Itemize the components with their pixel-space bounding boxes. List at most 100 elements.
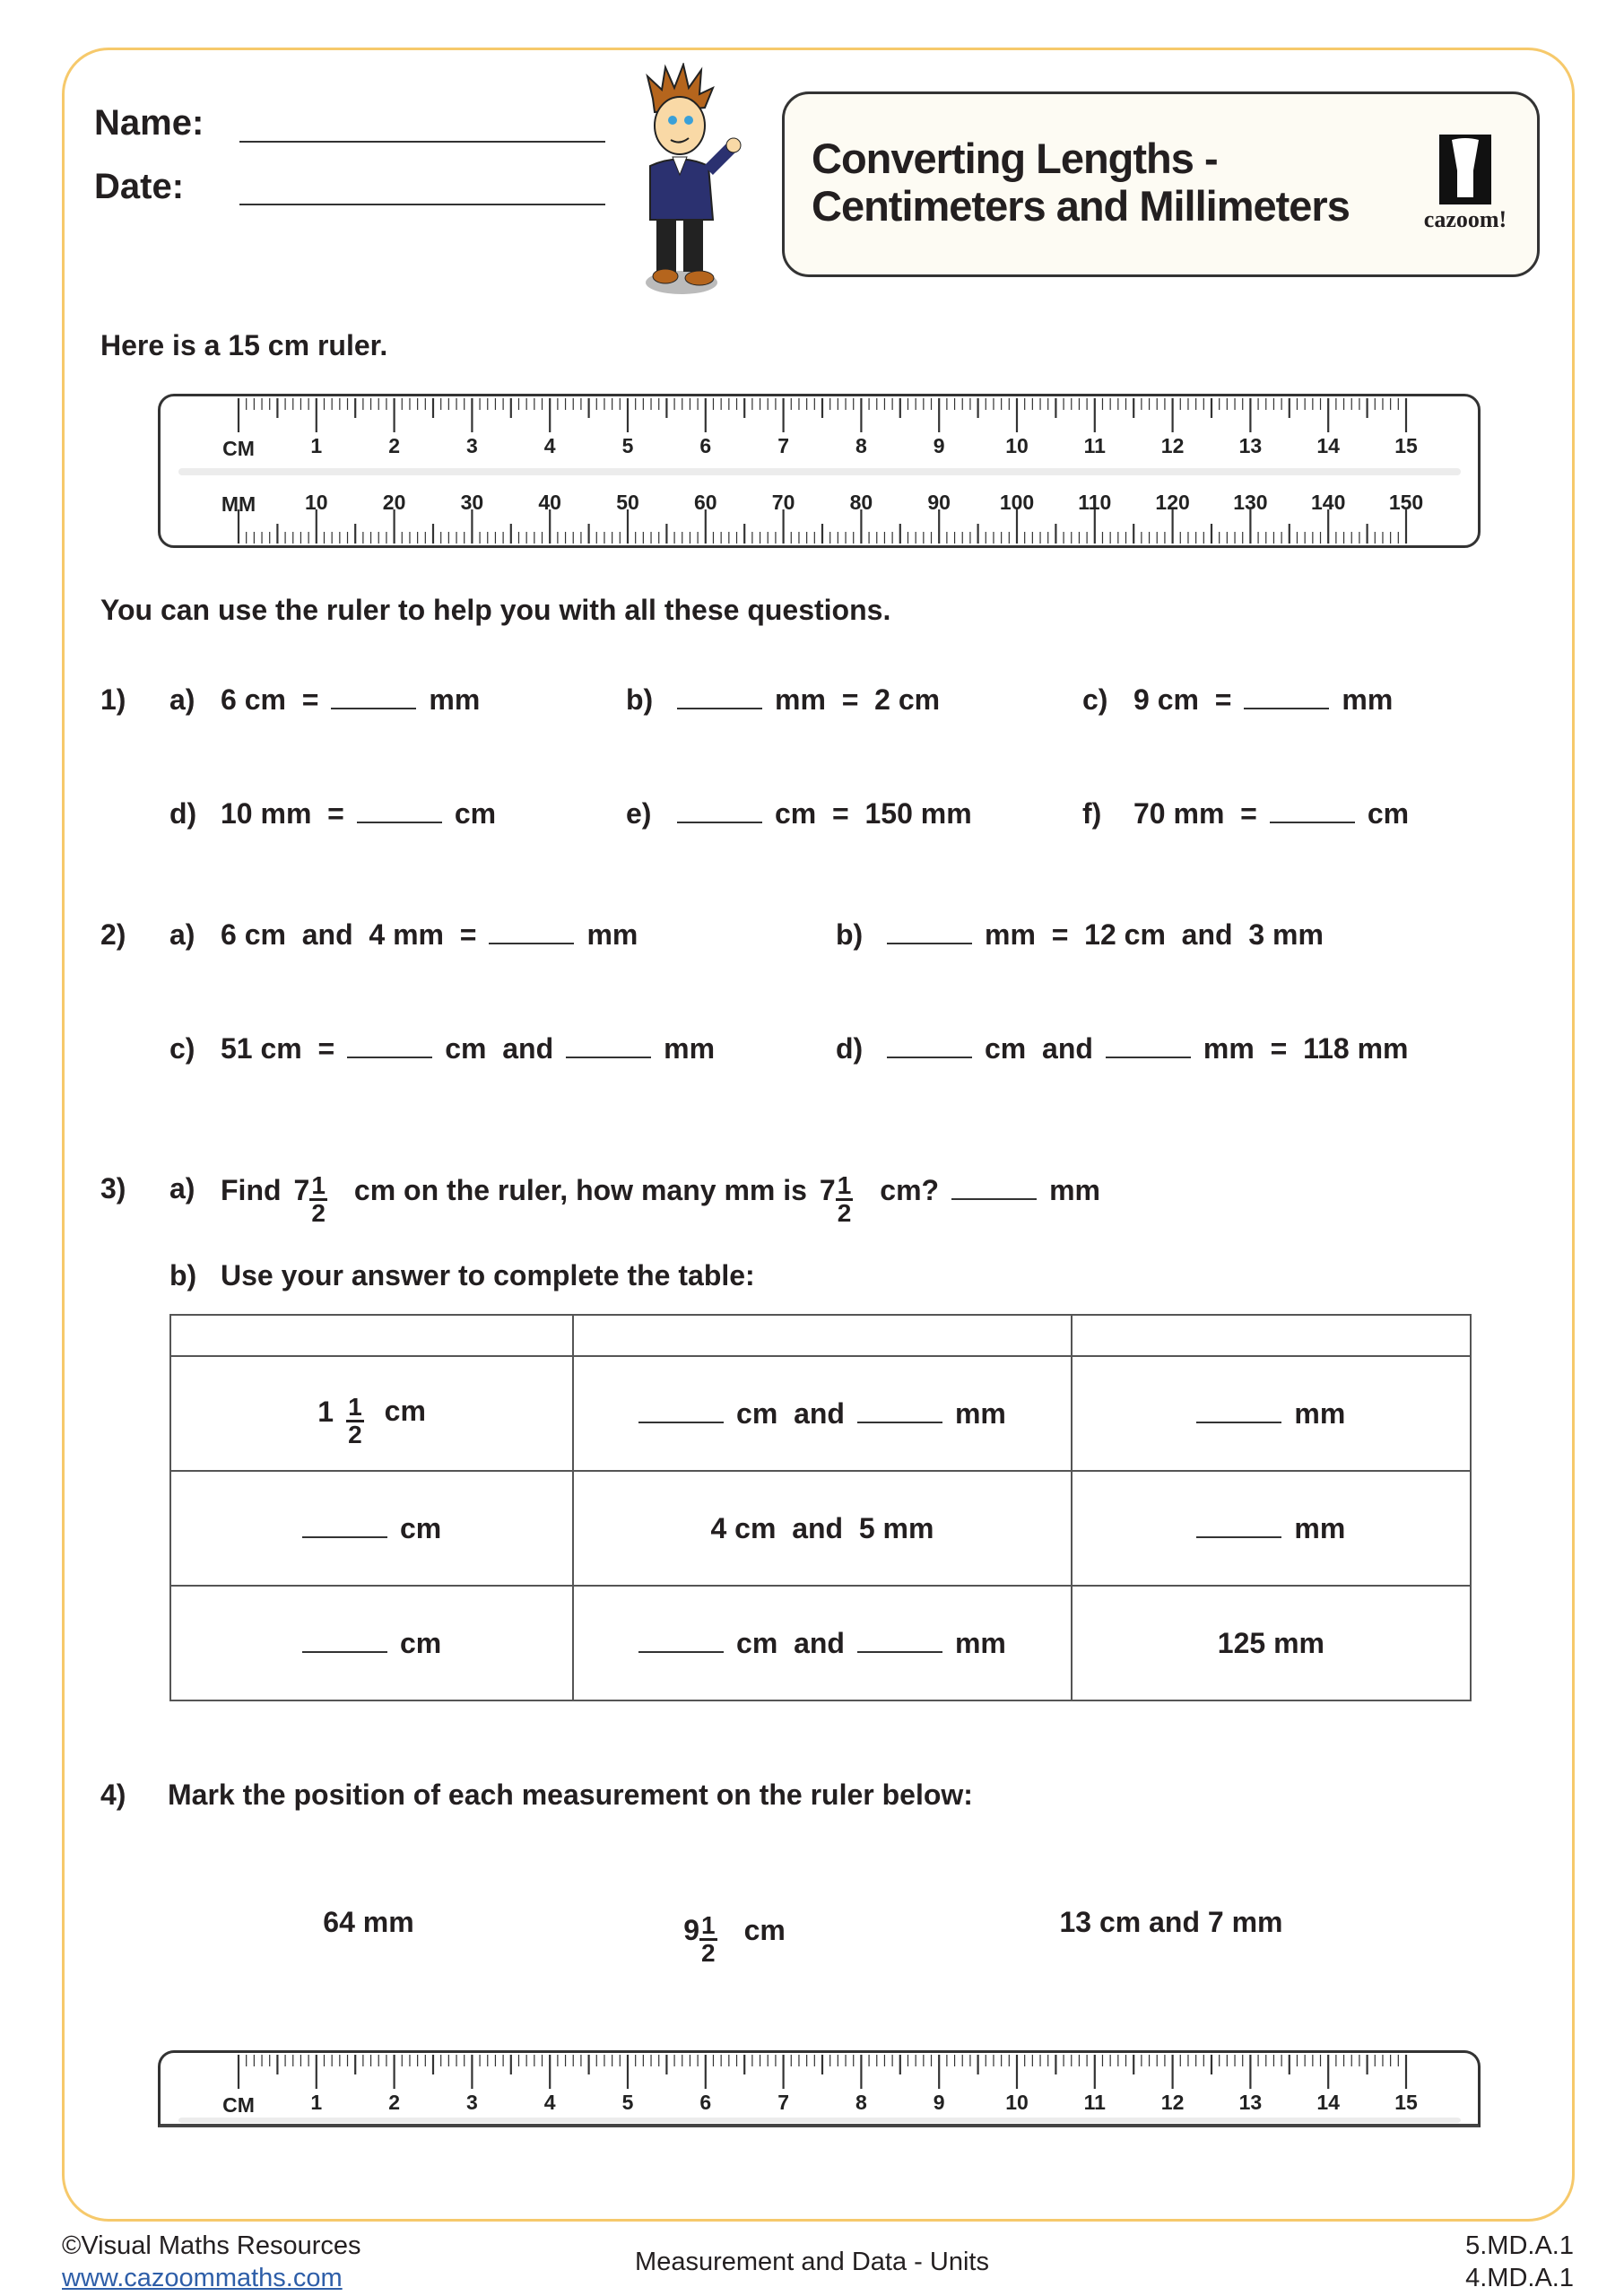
cell-content: 125 mm (1211, 1627, 1331, 1660)
question-1-number: 1) (100, 683, 126, 716)
answer-blank[interactable] (638, 1650, 725, 1653)
answer-blank[interactable] (677, 707, 762, 709)
question-item: 70 mm = cm (1133, 797, 1421, 831)
name-field[interactable] (239, 141, 605, 143)
fraction-numerator: 1 (309, 1171, 327, 1201)
answer-blank[interactable] (331, 707, 417, 709)
question-3b-text: Use your answer to complete the table: (221, 1259, 755, 1292)
answer-blank[interactable] (887, 942, 972, 944)
cell-content: mm (1190, 1512, 1351, 1545)
date-field[interactable] (239, 204, 605, 205)
cm-label: CM (222, 2093, 255, 2117)
question-item-label: f) (1082, 797, 1102, 830)
cell-content: cm and mm (632, 1397, 1012, 1431)
cm-number: 5 (622, 2091, 634, 2114)
cm-number: 13 (1239, 2091, 1263, 2114)
cm-label: CM (222, 437, 255, 460)
cm-number: 12 (1161, 434, 1185, 457)
cell-content: cm (296, 1512, 447, 1545)
fraction-denominator: 2 (700, 1939, 716, 1967)
cell-content: cm and mm (632, 1627, 1012, 1660)
answer-blank[interactable] (1196, 1421, 1282, 1423)
question-item: 51 cm = cm and mm (221, 1032, 727, 1065)
table-cell: cm and mm (572, 1585, 1073, 1701)
fraction-numerator: 1 (699, 1911, 717, 1941)
text: mm (429, 683, 481, 716)
question-item-label: a) (169, 683, 195, 716)
mixed-number-whole: 7 (819, 1173, 836, 1206)
text: mm = 12 cm and 3 mm (985, 918, 1324, 951)
text: 64 mm (323, 1906, 414, 1938)
text: 6 cm = (221, 683, 319, 716)
question-4-text: Mark the position of each measurement on… (168, 1779, 973, 1811)
text: 6 cm and 4 mm = (221, 918, 477, 951)
standard-1: 5.MD.A.1 (1465, 2231, 1574, 2260)
text: 4 cm and 5 mm (710, 1511, 934, 1544)
cm-number: 5 (622, 434, 634, 457)
cm-number: 2 (388, 434, 400, 457)
answer-blank[interactable] (887, 1056, 972, 1058)
mixed-number-whole: 1 (317, 1395, 334, 1428)
cm-number: 12 (1161, 2091, 1185, 2114)
question-item: 6 cm and 4 mm = mm (221, 918, 650, 952)
cm-number: 14 (1316, 2091, 1340, 2114)
answer-blank[interactable] (356, 821, 442, 823)
text: cm (399, 1511, 442, 1544)
cm-number: 1 (310, 434, 322, 457)
ruler-cm-mm: CM 1 2 3 4 5 6 7 8 9 10 11 12 13 14 15 MM 10 20 30 40 50 60 70 8… (158, 394, 1481, 548)
question-item: 10 mm = cm (221, 797, 508, 831)
question-item: cm and mm = 118 mm (887, 1032, 1421, 1065)
answer-ruler-cm[interactable]: CM 1 2 3 4 5 6 7 8 9 10 11 12 13 14 15 (158, 2050, 1481, 2127)
cazoom-cup-icon (1439, 135, 1491, 204)
standard-2: 4.MD.A.1 (1465, 2264, 1574, 2292)
worksheet-title: Converting Lengths - Centimeters and Mil… (812, 135, 1350, 230)
cm-number: 1 (310, 2091, 322, 2114)
text: Find (221, 1173, 282, 1206)
answer-blank[interactable] (1244, 707, 1330, 709)
measurement-label: 64 mm (195, 1906, 554, 1939)
question-3a-label: a) (169, 1172, 195, 1205)
cell-content: mm (1190, 1397, 1351, 1431)
answer-blank[interactable] (856, 1421, 942, 1423)
answer-blank[interactable] (856, 1650, 942, 1653)
cell-content: 1 1 2 cm (311, 1387, 432, 1447)
text: cm and (985, 1032, 1093, 1065)
table-cell: mm (1070, 1470, 1472, 1587)
topic-text: Measurement and Data - Units (635, 2248, 989, 2276)
answer-blank[interactable] (489, 942, 575, 944)
table-header-cell (1070, 1314, 1472, 1357)
fraction-denominator: 2 (837, 1199, 852, 1227)
text: mm (1294, 1511, 1346, 1544)
answer-blank[interactable] (1196, 1535, 1282, 1538)
answer-blank[interactable] (1269, 821, 1355, 823)
text: cm (1367, 797, 1410, 830)
cm-number: 13 (1239, 434, 1263, 457)
cm-number: 7 (777, 434, 789, 457)
cm-number: 14 (1316, 434, 1340, 457)
cm-number: 11 (1084, 2091, 1107, 2114)
question-item: mm = 12 cm and 3 mm (887, 918, 1336, 952)
page-border (62, 48, 1575, 2222)
answer-blank[interactable] (677, 821, 762, 823)
question-item: 9 cm = mm (1133, 683, 1405, 717)
cm-number: 9 (934, 2091, 945, 2114)
answer-blank[interactable] (301, 1650, 387, 1653)
mixed-number-whole: 7 (293, 1173, 310, 1206)
answer-blank[interactable] (638, 1421, 725, 1423)
mixed-number-whole: 9 (683, 1913, 699, 1946)
table-cell: 125 mm (1070, 1585, 1472, 1701)
answer-blank[interactable] (301, 1535, 387, 1538)
answer-blank[interactable] (951, 1197, 1038, 1200)
answer-blank[interactable] (347, 1056, 433, 1058)
logo-text: cazoom! (1423, 206, 1507, 232)
answer-blank[interactable] (1105, 1056, 1191, 1058)
text: mm (1294, 1396, 1346, 1430)
answer-blank[interactable] (566, 1056, 652, 1058)
instruction-text: You can use the ruler to help you with a… (100, 594, 891, 626)
cm-number: 6 (699, 2091, 711, 2114)
website-link[interactable]: www.cazoommaths.com (62, 2264, 343, 2292)
